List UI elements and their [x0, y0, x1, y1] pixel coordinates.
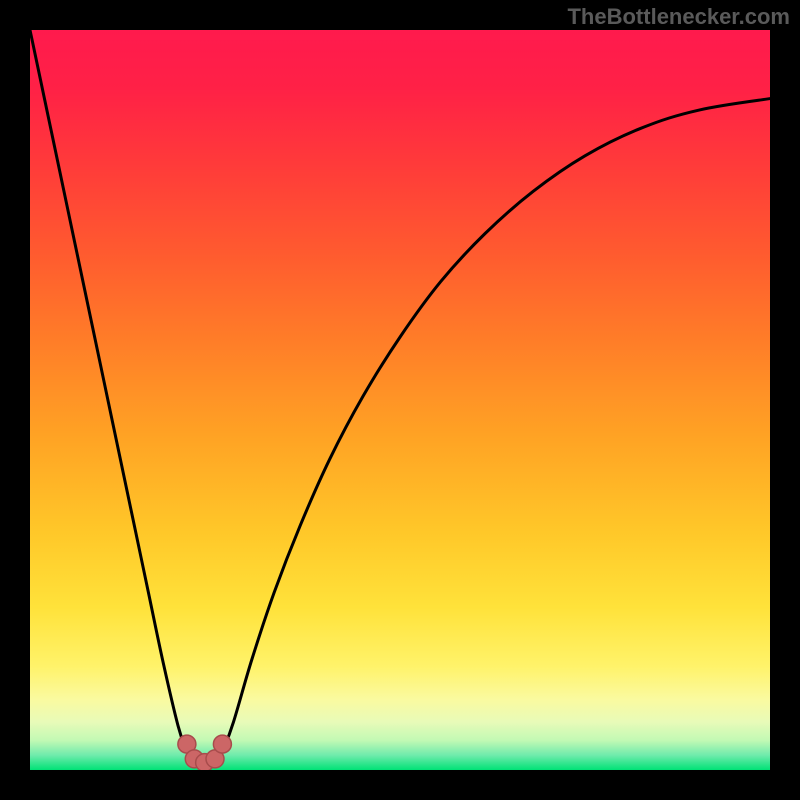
- gradient-plot-area: [30, 30, 770, 770]
- chart-container: TheBottlenecker.com: [0, 0, 800, 800]
- bottleneck-chart: [0, 0, 800, 800]
- trough-marker: [213, 735, 231, 753]
- watermark-text: TheBottlenecker.com: [567, 4, 790, 30]
